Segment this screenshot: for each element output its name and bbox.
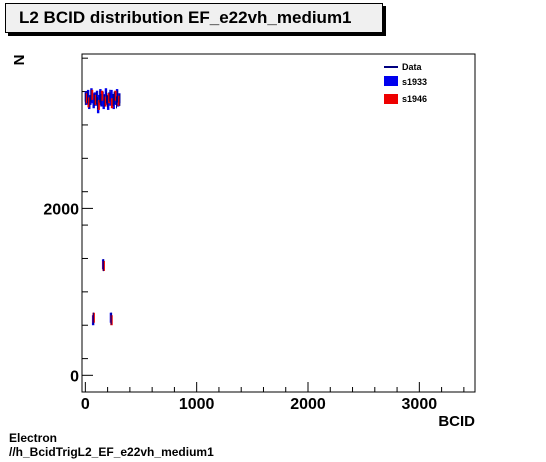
data-point	[112, 99, 115, 110]
data-point	[94, 94, 97, 105]
data-point	[90, 89, 94, 100]
data-point	[104, 88, 108, 99]
x-axis-label: BCID	[438, 413, 475, 430]
data-point	[98, 94, 101, 105]
x-tick-label: 1000	[179, 396, 215, 413]
legend-entry-data: Data	[402, 62, 423, 72]
axis-ticks: 0 1000 2000 3000 0 2000	[43, 57, 465, 413]
footer-caption: Electron //h_BcidTrigL2_EF_e22vh_medium1	[9, 431, 214, 459]
legend-entry-s1946: s1946	[402, 94, 427, 104]
data-point	[106, 99, 110, 110]
data-point	[117, 95, 120, 106]
data-point	[104, 96, 107, 107]
legend-s1946-swatch	[384, 94, 398, 104]
y-tick-label: 0	[70, 368, 79, 385]
y-axis-label: N	[11, 55, 28, 66]
footer-line-2: //h_BcidTrigL2_EF_e22vh_medium1	[9, 445, 214, 459]
data-point	[107, 93, 110, 104]
data-point	[97, 99, 100, 110]
y-tick-label: 2000	[43, 201, 79, 218]
data-point	[105, 94, 109, 105]
legend: Data s1933 s1946	[384, 62, 427, 104]
data-point	[100, 90, 104, 101]
data-point	[87, 97, 90, 108]
data-point	[89, 94, 92, 105]
x-tick-label: 0	[81, 396, 90, 413]
data-point	[95, 90, 99, 101]
data-point	[109, 95, 112, 106]
x-tick-label: 3000	[402, 396, 438, 413]
data-point	[114, 90, 117, 101]
x-tick-label: 2000	[290, 396, 326, 413]
chart-title: L2 BCID distribution EF_e22vh_medium1	[5, 3, 383, 33]
legend-s1933-swatch	[384, 76, 398, 86]
legend-entry-s1933: s1933	[402, 77, 427, 87]
data-points	[84, 88, 121, 326]
data-point	[115, 89, 119, 100]
data-point	[110, 98, 114, 109]
data-point	[85, 93, 88, 104]
footer-line-1: Electron	[9, 431, 58, 445]
data-point	[102, 99, 105, 110]
data-point	[99, 89, 102, 100]
data-point	[86, 89, 90, 100]
data-point	[100, 96, 103, 107]
plot-frame	[81, 53, 476, 393]
data-point	[92, 98, 95, 109]
